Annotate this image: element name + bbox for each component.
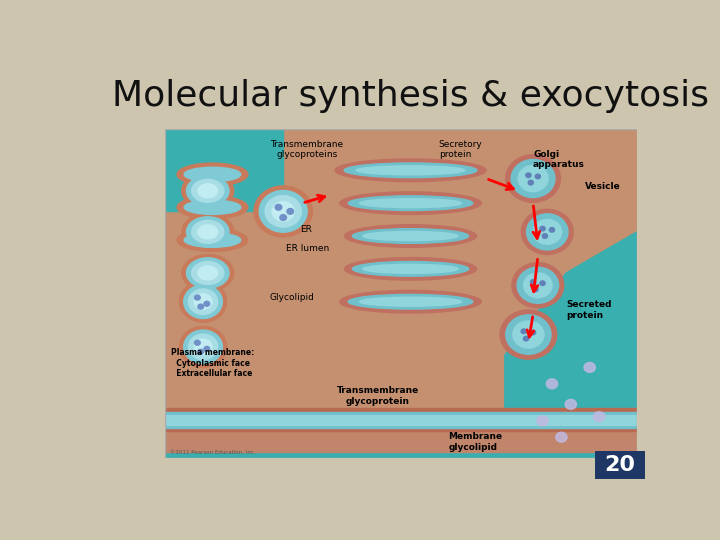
FancyBboxPatch shape xyxy=(595,451,645,478)
Text: Molecular synthesis & exocytosis: Molecular synthesis & exocytosis xyxy=(112,79,709,113)
Text: 20: 20 xyxy=(605,455,636,475)
